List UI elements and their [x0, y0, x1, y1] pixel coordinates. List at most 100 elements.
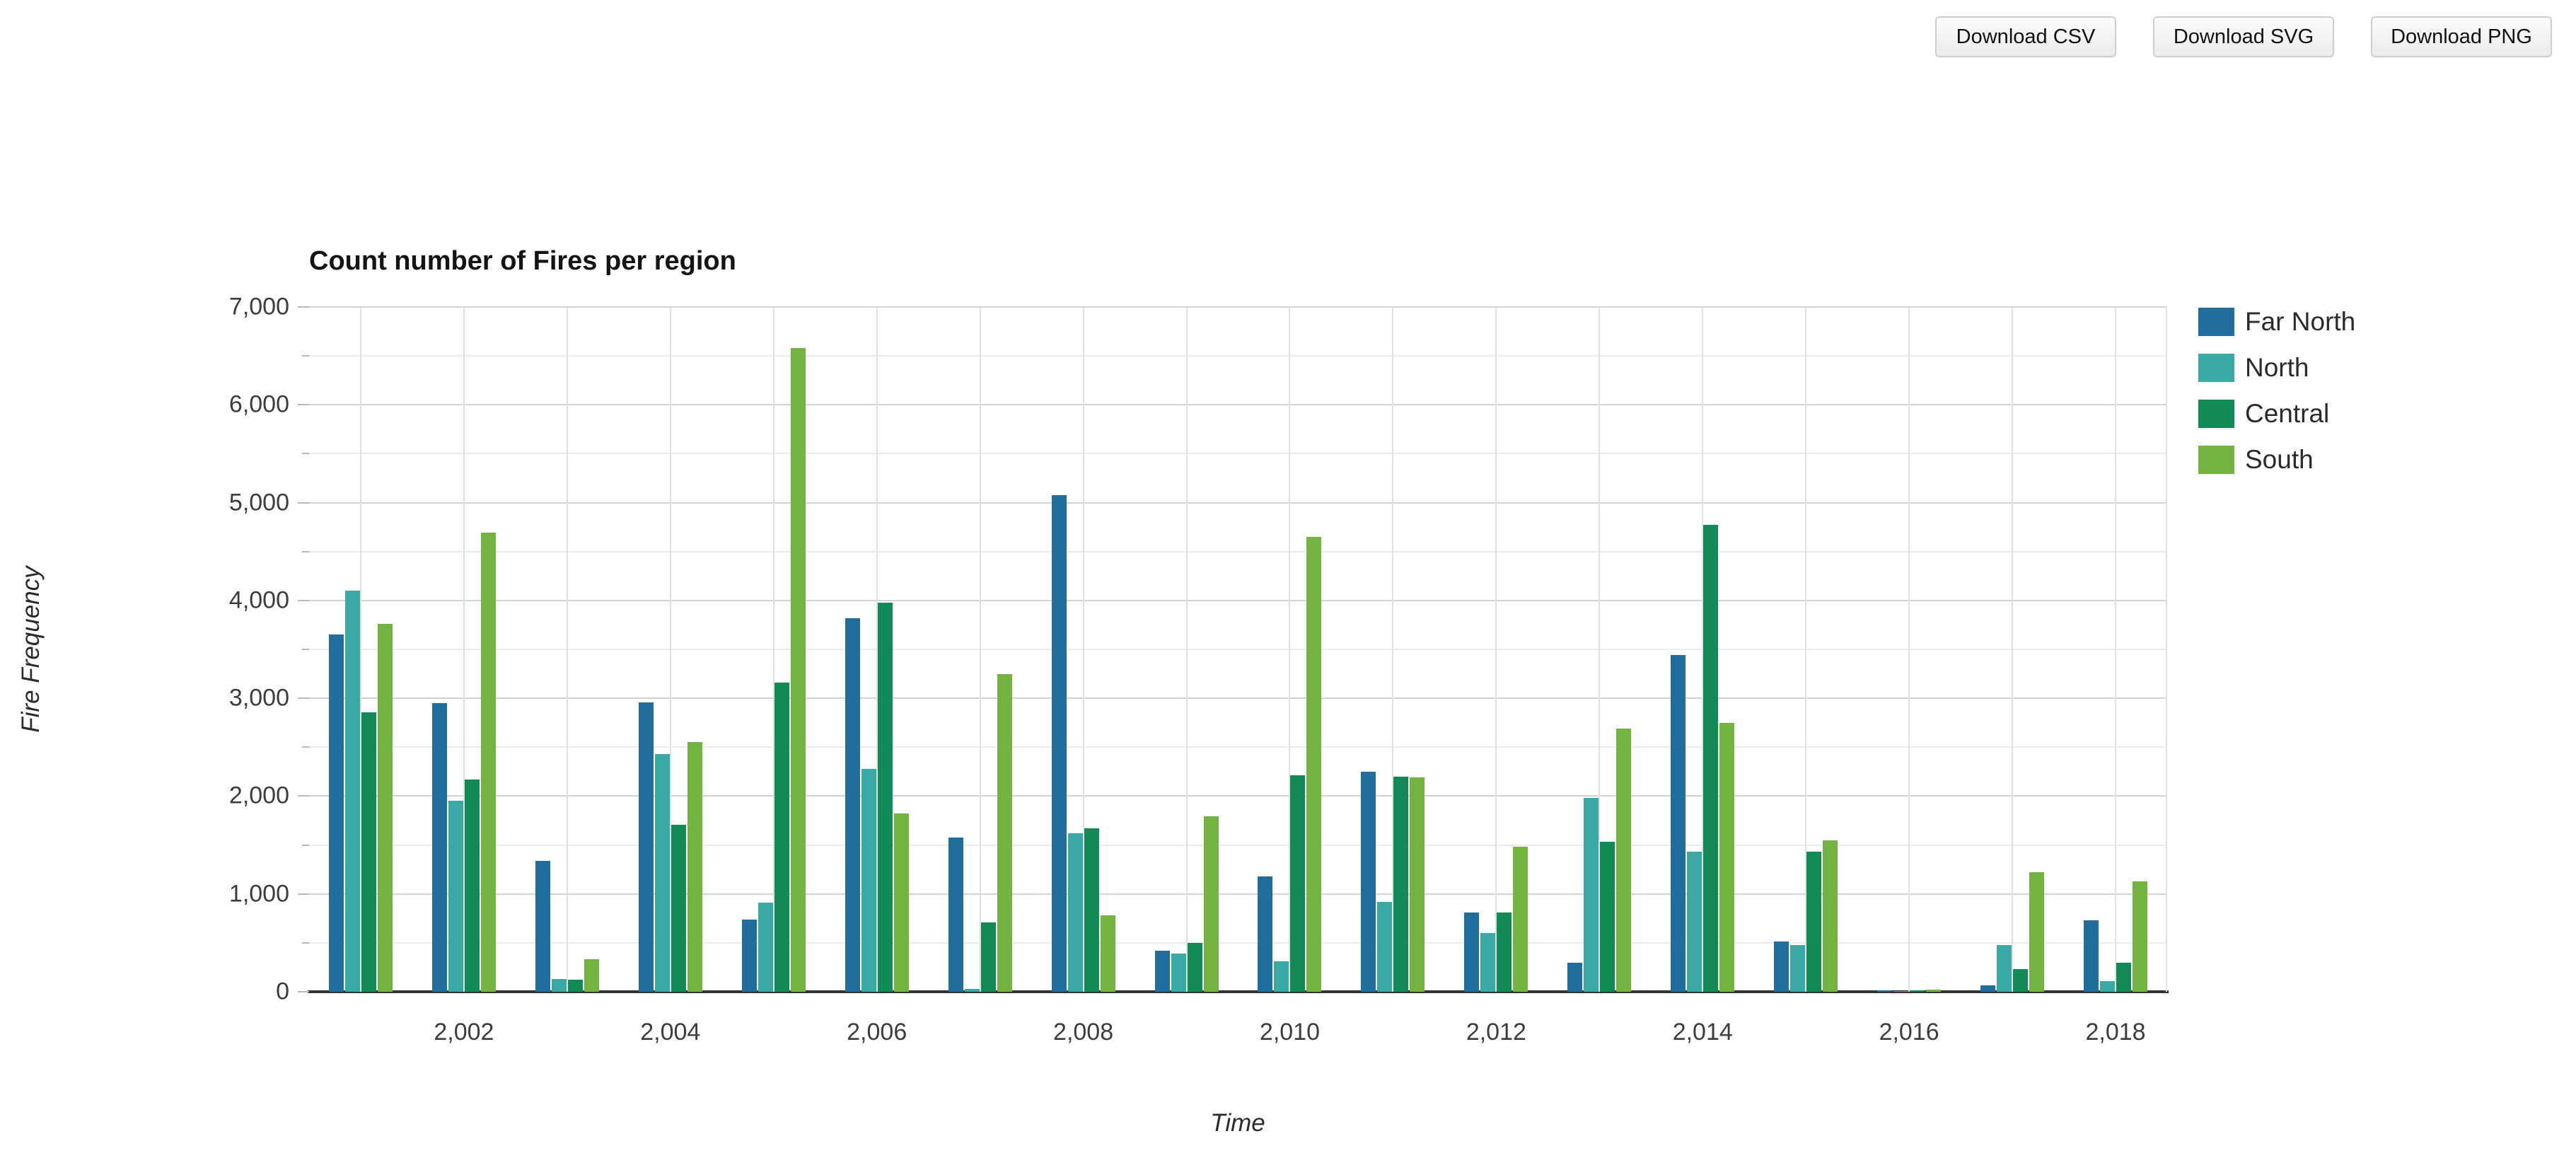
bar-north	[1274, 961, 1289, 992]
y-tick-mark	[302, 453, 309, 455]
y-tick-mark	[298, 697, 309, 700]
bar-south	[2029, 872, 2045, 992]
bar-central	[361, 712, 376, 992]
bar-south	[584, 959, 599, 992]
bar-south	[1306, 537, 1322, 992]
v-gridline	[1289, 307, 1291, 992]
v-gridline	[463, 307, 465, 992]
bar-far-north	[1361, 772, 1376, 992]
legend-swatch-far-north	[2198, 308, 2234, 336]
x-tick-label: 2,006	[847, 1019, 907, 1046]
y-tick-mark	[302, 355, 309, 357]
legend-item-north: North	[2198, 353, 2355, 382]
y-tick-label: 6,000	[228, 390, 289, 418]
y-tick-mark	[298, 599, 309, 601]
bar-far-north	[638, 702, 654, 992]
bar-central	[1187, 943, 1202, 992]
x-tick-label: 2,018	[2085, 1019, 2146, 1046]
y-tick-label: 3,000	[228, 684, 289, 712]
download-svg-button[interactable]: Download SVG	[2153, 16, 2334, 57]
bar-north	[551, 979, 567, 992]
bar-far-north	[1671, 655, 1686, 992]
v-gridline	[979, 307, 981, 992]
v-gridline	[876, 307, 878, 992]
v-gridline	[1082, 307, 1084, 992]
y-tick-label: 1,000	[228, 880, 289, 908]
x-tick-label: 2,014	[1672, 1019, 1733, 1046]
bar-central	[464, 780, 480, 992]
y-axis-title: Fire Frequency	[17, 566, 45, 733]
download-png-button[interactable]: Download PNG	[2371, 16, 2552, 57]
v-gridline	[1908, 307, 1910, 992]
y-tick-mark	[302, 942, 309, 944]
bar-north	[448, 801, 463, 992]
bar-south	[687, 742, 702, 992]
v-gridline	[1805, 307, 1807, 992]
bar-central	[671, 825, 686, 992]
v-gridline	[2012, 307, 2014, 992]
bar-south	[1513, 847, 1528, 992]
bar-north	[344, 591, 360, 992]
v-gridline	[1495, 307, 1497, 992]
y-tick-label: 4,000	[228, 586, 289, 614]
y-tick-mark	[298, 502, 309, 504]
bar-south	[790, 348, 806, 992]
x-tick-label: 2,016	[1879, 1019, 1939, 1046]
h-gridline-major	[309, 599, 2167, 601]
legend-label: South	[2245, 445, 2314, 474]
bar-north	[1584, 798, 1599, 992]
bar-north	[1067, 833, 1083, 992]
legend-swatch-north	[2198, 354, 2234, 382]
bar-far-north	[1567, 963, 1583, 992]
y-tick-mark	[298, 306, 309, 308]
bar-far-north	[1877, 990, 1893, 992]
bar-far-north	[535, 861, 550, 992]
bar-central	[1290, 775, 1306, 992]
h-gridline-major	[309, 404, 2167, 406]
bar-north	[1171, 954, 1186, 992]
bar-south	[1100, 915, 1115, 992]
x-tick-label: 2,010	[1259, 1019, 1321, 1046]
legend-label: Central	[2245, 399, 2330, 428]
y-tick-mark	[298, 991, 309, 992]
v-gridline	[2115, 307, 2117, 992]
y-tick-mark	[298, 795, 309, 797]
bar-far-north	[1051, 495, 1067, 992]
legend-item-central: Central	[2198, 399, 2355, 428]
legend-swatch-central	[2198, 400, 2234, 428]
bar-north	[758, 903, 773, 992]
y-tick-mark	[302, 649, 309, 650]
h-gridline-major	[309, 795, 2167, 797]
bar-far-north	[328, 635, 344, 992]
bar-central	[1806, 852, 1822, 992]
download-csv-button[interactable]: Download CSV	[1935, 16, 2116, 57]
bar-far-north	[948, 838, 963, 992]
legend-label: North	[2245, 353, 2309, 382]
v-gridline	[1599, 307, 1601, 992]
bar-central	[1084, 828, 1099, 992]
h-gridline-minor	[309, 844, 2167, 846]
h-gridline-minor	[309, 746, 2167, 748]
bar-central	[877, 603, 893, 992]
x-tick-label: 2,008	[1053, 1019, 1114, 1046]
bar-south	[1926, 990, 1942, 992]
bar-south	[480, 533, 496, 992]
v-gridline	[2166, 307, 2167, 992]
x-tick-label: 2,012	[1466, 1019, 1526, 1046]
bar-far-north	[741, 920, 757, 992]
h-gridline-minor	[309, 453, 2167, 455]
y-tick-mark	[298, 893, 309, 895]
h-gridline-minor	[309, 355, 2167, 357]
legend-item-far-north: Far North	[2198, 307, 2356, 336]
bar-far-north	[1464, 913, 1480, 992]
legend-label: Far North	[2245, 307, 2356, 336]
x-tick-label: 2,002	[434, 1019, 494, 1046]
v-gridline	[1185, 307, 1188, 992]
bar-north	[654, 754, 670, 992]
bar-north	[1687, 852, 1702, 992]
bar-south	[1616, 729, 1632, 992]
bar-north	[2100, 981, 2116, 992]
bar-central	[2013, 969, 2029, 992]
y-tick-label: 5,000	[228, 489, 289, 516]
